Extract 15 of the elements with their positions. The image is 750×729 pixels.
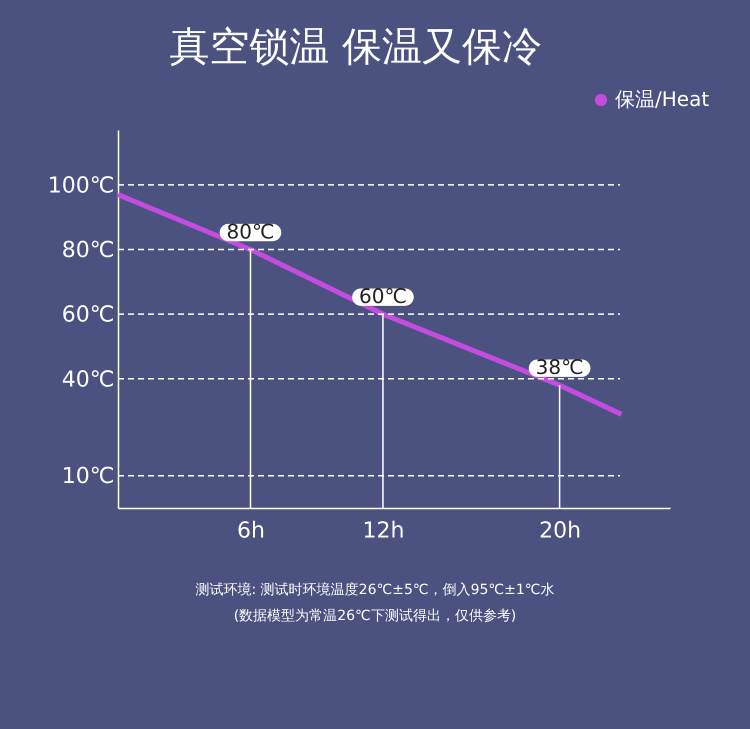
y-tick-label: 100℃ bbox=[48, 173, 114, 198]
x-tick-label: 12h bbox=[362, 518, 404, 544]
chart-title: 真空锁温 保温又保冷 bbox=[169, 24, 542, 70]
data-label: 60℃ bbox=[359, 284, 407, 308]
x-tick-label: 20h bbox=[539, 518, 582, 544]
legend-label: 保温/Heat bbox=[615, 87, 710, 111]
data-label: 80℃ bbox=[226, 220, 274, 244]
y-tick-label: 80℃ bbox=[62, 238, 114, 264]
text: 测试环境: 测试时环境温度26℃±5℃，倒入95℃±1℃水 bbox=[196, 582, 554, 598]
text: (数据模型为常温26℃下测试得出，仅供参考) bbox=[234, 608, 516, 624]
y-tick-label: 60℃ bbox=[62, 302, 114, 328]
y-tick-label: 10℃ bbox=[62, 464, 114, 490]
data-label: 38℃ bbox=[536, 355, 584, 380]
x-tick-label: 6h bbox=[237, 518, 265, 544]
y-tick-label: 40℃ bbox=[62, 367, 114, 392]
